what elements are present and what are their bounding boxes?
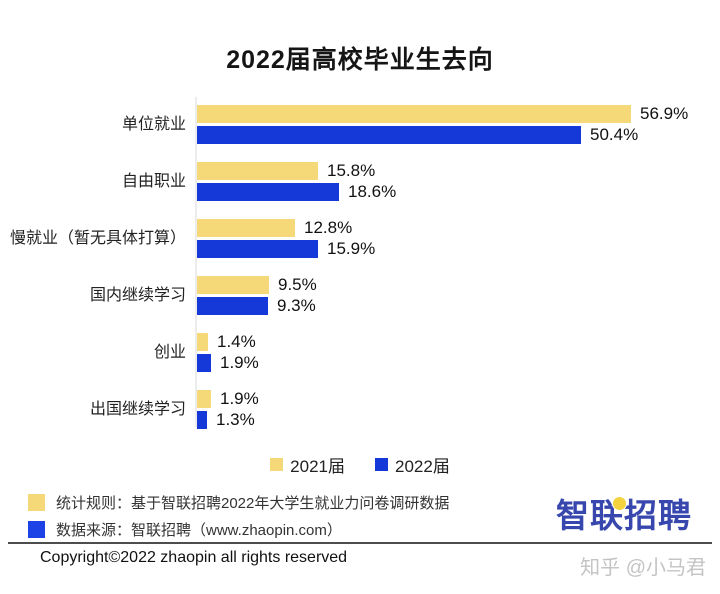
footer-divider bbox=[8, 542, 712, 544]
value-label: 18.6% bbox=[348, 182, 397, 201]
copyright-text: Copyright©2022 zhaopin all rights reserv… bbox=[40, 549, 348, 566]
bar-2021届 bbox=[197, 162, 318, 180]
y-axis-line bbox=[195, 97, 197, 427]
footnote-statistics-rule: 统计规则：基于智联招聘2022年大学生就业力问卷调研数据 bbox=[28, 492, 449, 513]
bar-2022届 bbox=[197, 126, 581, 144]
zhaopin-logo-dot-icon bbox=[612, 496, 627, 511]
footnotes: 统计规则：基于智联招聘2022年大学生就业力问卷调研数据 数据来源：智联招聘（w… bbox=[28, 492, 449, 546]
value-label: 1.3% bbox=[216, 410, 255, 429]
category-label: 出国继续学习 bbox=[89, 400, 186, 418]
bar-2022届 bbox=[197, 297, 268, 315]
value-label: 1.4% bbox=[217, 332, 256, 351]
category-label: 国内继续学习 bbox=[89, 286, 186, 304]
footnote-data-source: 数据来源：智联招聘（www.zhaopin.com） bbox=[28, 519, 449, 540]
legend-swatch-2021-icon bbox=[270, 458, 284, 471]
bar-2021届 bbox=[197, 276, 269, 294]
zhihu-watermark: 知乎 @小马君 bbox=[580, 557, 706, 579]
bar-chart: 单位就业 56.9% 50.4% 自由职业 15.8% 18.6% 慢就业（暂无具体打算） 1… bbox=[0, 95, 720, 430]
legend-label-2022: 2022届 bbox=[395, 457, 450, 476]
footnote-text-statistics: 统计规则：基于智联招聘2022年大学生就业力问卷调研数据 bbox=[56, 495, 450, 512]
legend-label-2021: 2021届 bbox=[290, 457, 345, 476]
category-label: 慢就业（暂无具体打算） bbox=[9, 229, 186, 247]
value-label: 9.3% bbox=[277, 296, 316, 315]
value-label: 56.9% bbox=[640, 104, 689, 123]
footnote-text-source: 数据来源：智联招聘（www.zhaopin.com） bbox=[56, 522, 342, 539]
value-label: 15.9% bbox=[327, 239, 376, 258]
chart-legend: 2021届 2022届 bbox=[0, 452, 720, 477]
bar-2022届 bbox=[197, 240, 318, 258]
legend-item-2021: 2021届 bbox=[270, 452, 345, 477]
bar-2022届 bbox=[197, 183, 339, 201]
value-label: 1.9% bbox=[220, 353, 259, 372]
bar-2021届 bbox=[197, 219, 295, 237]
category-label: 自由职业 bbox=[121, 172, 186, 190]
value-label: 50.4% bbox=[590, 125, 639, 144]
footnote-swatch-blue-icon bbox=[28, 521, 45, 538]
chart-title: 2022届高校毕业生去向 bbox=[226, 46, 494, 74]
bar-2022届 bbox=[197, 354, 211, 372]
bar-2021届 bbox=[197, 390, 211, 408]
value-label: 1.9% bbox=[220, 389, 259, 408]
bar-2021届 bbox=[197, 105, 631, 123]
legend-swatch-2022-icon bbox=[375, 458, 388, 471]
bar-2022届 bbox=[197, 411, 207, 429]
value-label: 12.8% bbox=[304, 218, 353, 237]
legend-item-2022: 2022届 bbox=[375, 452, 450, 477]
value-label: 9.5% bbox=[278, 275, 317, 294]
value-label: 15.8% bbox=[327, 161, 376, 180]
bar-2021届 bbox=[197, 333, 208, 351]
category-label: 单位就业 bbox=[121, 115, 186, 133]
zhaopin-logo: 智联招聘 bbox=[556, 489, 692, 537]
footnote-swatch-yellow-icon bbox=[28, 494, 45, 511]
category-label: 创业 bbox=[153, 343, 186, 361]
